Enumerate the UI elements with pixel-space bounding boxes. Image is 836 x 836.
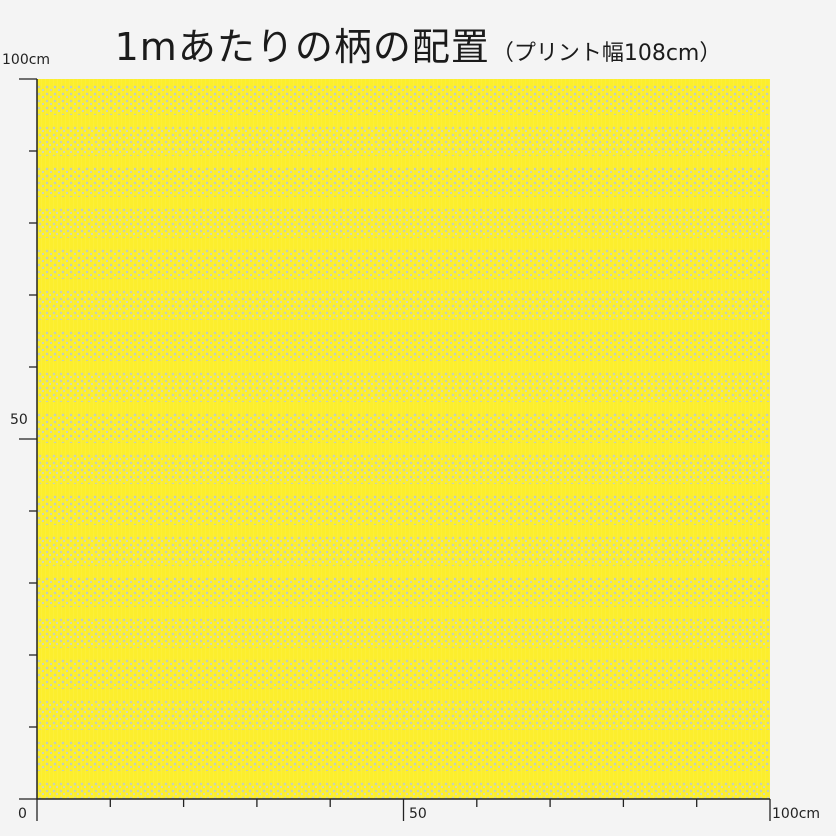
pattern-dot-band bbox=[37, 331, 770, 361]
pattern-dot-band bbox=[37, 249, 770, 279]
pattern-dot-band bbox=[37, 741, 770, 771]
pattern-dot-band bbox=[37, 700, 770, 730]
pattern-dot-band bbox=[37, 659, 770, 689]
pattern-dot-band bbox=[37, 167, 770, 197]
title-main: 1mあたりの柄の配置 bbox=[114, 25, 490, 69]
pattern-dot-band bbox=[37, 782, 770, 799]
pattern-dot-band bbox=[37, 290, 770, 320]
page-title: 1mあたりの柄の配置（プリント幅108cm） bbox=[0, 16, 836, 71]
pattern-dot-band bbox=[37, 413, 770, 443]
pattern-dot-band bbox=[37, 536, 770, 566]
pattern-dot-band bbox=[37, 126, 770, 156]
title-subtitle: （プリント幅108cm） bbox=[491, 41, 722, 66]
x-axis-mid-label: 50 bbox=[409, 806, 427, 822]
pattern-dot-band bbox=[37, 577, 770, 607]
pattern-dot-band bbox=[37, 372, 770, 402]
x-axis-zero-label: 0 bbox=[18, 806, 27, 822]
y-axis-mid-label: 50 bbox=[10, 412, 28, 428]
y-axis-top-label: 100cm bbox=[2, 52, 51, 68]
pattern-dot-band bbox=[37, 85, 770, 115]
pattern-dot-band bbox=[37, 495, 770, 525]
x-axis-end-label: 100cm bbox=[772, 806, 821, 822]
pattern-dot-band bbox=[37, 618, 770, 648]
fabric-print-swatch bbox=[37, 79, 770, 799]
pattern-dot-band bbox=[37, 454, 770, 484]
pattern-dot-band bbox=[37, 208, 770, 238]
